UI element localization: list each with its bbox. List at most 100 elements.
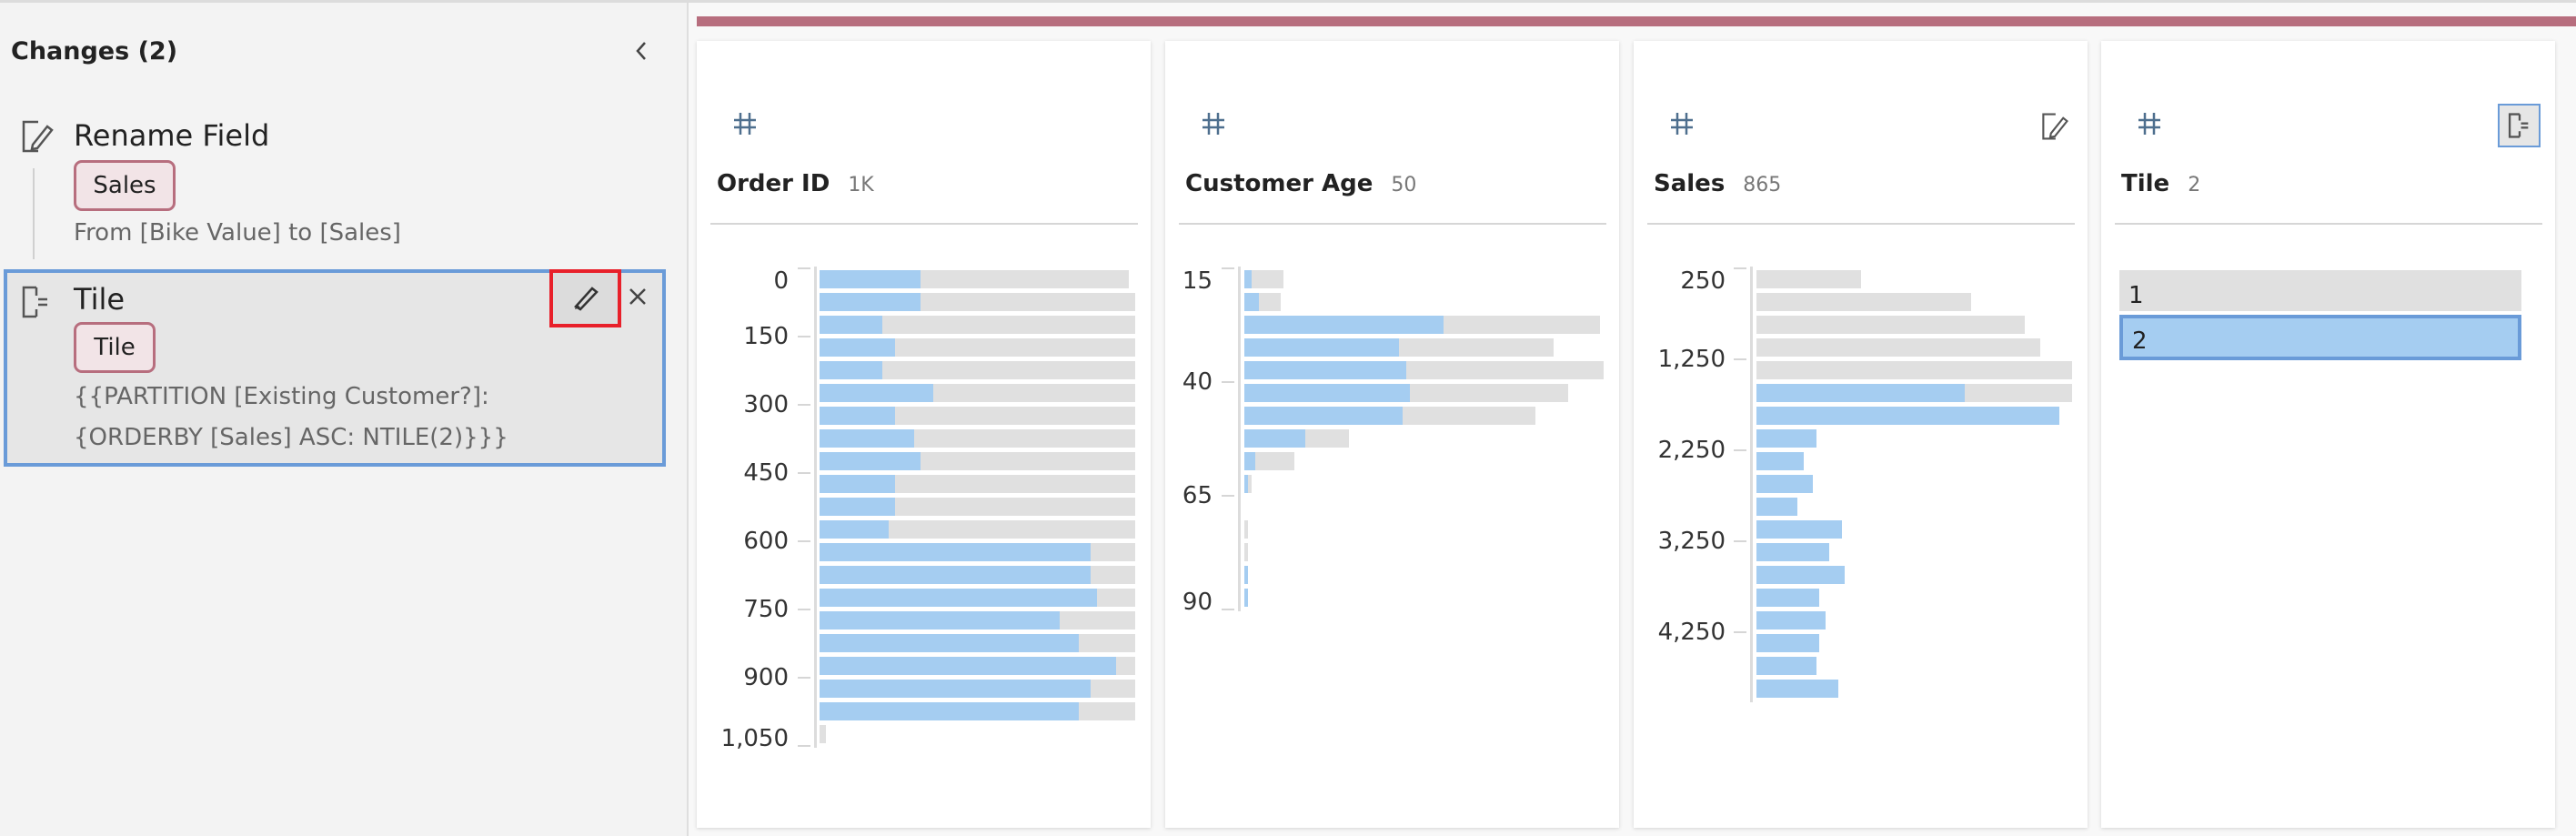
- histogram-bin-bar[interactable]: [820, 361, 1135, 379]
- calculated-field-icon[interactable]: [2498, 104, 2541, 147]
- histogram-bin-bar[interactable]: [1244, 338, 1554, 357]
- histogram-bin-bar[interactable]: [1244, 429, 1349, 448]
- histogram-bin-highlight: [820, 634, 1079, 652]
- histogram-bin-bar[interactable]: [1756, 384, 2072, 402]
- histogram-bin-bar[interactable]: [820, 611, 1135, 630]
- histogram-bin-bar[interactable]: [1244, 316, 1601, 334]
- histogram-bin-bar[interactable]: [820, 657, 1135, 675]
- histogram-bin-highlight: [820, 589, 1098, 607]
- histogram-bin-highlight: [820, 475, 896, 493]
- histogram-bin-highlight: [1244, 566, 1248, 584]
- histogram-bin-bar[interactable]: [1244, 407, 1535, 425]
- histogram-bin-bar[interactable]: [1756, 498, 1798, 516]
- histogram-bin-highlight: [1244, 338, 1399, 357]
- histogram-bin-bar[interactable]: [820, 725, 826, 743]
- histogram-bin-bar[interactable]: [820, 702, 1135, 720]
- histogram-bin-bar[interactable]: [1756, 520, 1842, 539]
- field-name[interactable]: Customer Age 50: [1185, 170, 1416, 197]
- histogram-bin-highlight: [1756, 657, 1816, 675]
- histogram-bin-bar[interactable]: [1756, 429, 1816, 448]
- field-name[interactable]: Order ID 1K: [717, 170, 874, 197]
- histogram-bin-bar[interactable]: [1756, 407, 2060, 425]
- histogram-bin-highlight: [1244, 293, 1259, 311]
- histogram-bin-bar[interactable]: [1756, 634, 1820, 652]
- histogram-bin-highlight: [820, 270, 921, 288]
- histogram-bin-bar[interactable]: [1756, 657, 1816, 675]
- profile-card-order-id[interactable]: Order ID 1K 0 150 300 450 600 750 900 1,050: [697, 41, 1151, 828]
- header-divider: [710, 223, 1138, 225]
- axis-tick: [798, 609, 810, 610]
- histogram-bin-bar[interactable]: [1244, 543, 1248, 561]
- histogram-bin-bar[interactable]: [1244, 270, 1284, 288]
- timeline-connector: [33, 168, 35, 259]
- rename-edit-icon[interactable]: [2040, 112, 2069, 145]
- profile-card-sales[interactable]: Sales 865 250 1,250 2,250 3,250 4,250: [1634, 41, 2088, 828]
- histogram-bin-highlight: [1756, 589, 1820, 607]
- field-name-label: Tile: [2121, 170, 2170, 197]
- histogram-bin-highlight: [820, 611, 1060, 630]
- histogram-bin-bar[interactable]: [820, 634, 1135, 652]
- field-name-label: Order ID: [717, 170, 830, 197]
- histogram-bin-bar[interactable]: [820, 566, 1135, 584]
- collapse-chevron-left-icon[interactable]: [631, 37, 651, 65]
- histogram-bin-highlight: [1244, 270, 1252, 288]
- histogram-bin-bar[interactable]: [1244, 384, 1568, 402]
- histogram-bin-highlight: [1244, 589, 1248, 607]
- histogram-bin-bar[interactable]: [1756, 361, 2072, 379]
- number-hash-icon: [2136, 110, 2163, 137]
- histogram-bin-bar[interactable]: [820, 589, 1135, 607]
- histogram-bin-bar[interactable]: [820, 498, 1135, 516]
- histogram-bin-bar[interactable]: [1756, 475, 1814, 493]
- histogram-bin-bar[interactable]: [1244, 452, 1295, 470]
- histogram-bin-highlight: [820, 361, 883, 379]
- histogram-bin-bar[interactable]: [1756, 680, 1839, 698]
- histogram-bin-bar[interactable]: [1756, 543, 1829, 561]
- histogram-bin-bar[interactable]: [1244, 475, 1252, 493]
- histogram-bin-bar[interactable]: [820, 384, 1135, 402]
- axis-tick-label: 900: [743, 664, 789, 691]
- histogram-bin-highlight: [820, 520, 890, 539]
- edit-change-button[interactable]: [549, 269, 621, 327]
- calculation-formula-line: {ORDERBY [Sales] ASC: NTILE(2)}}}: [74, 424, 508, 451]
- header-divider: [1179, 223, 1606, 225]
- axis-tick-label: 2,250: [1657, 437, 1726, 464]
- histogram-bin-bar[interactable]: [1756, 338, 2041, 357]
- histogram-bin-bar[interactable]: [820, 407, 1135, 425]
- histogram-bin-bar[interactable]: [1756, 589, 1820, 607]
- axis-tick: [1734, 540, 1746, 542]
- field-name[interactable]: Sales 865: [1654, 170, 1781, 197]
- remove-change-button[interactable]: [624, 285, 651, 312]
- field-name[interactable]: Tile 2: [2121, 170, 2200, 197]
- histogram-bin-bar[interactable]: [820, 270, 1130, 288]
- histogram-bin-bar[interactable]: [820, 316, 1135, 334]
- histogram-bin-bar[interactable]: [820, 452, 1135, 470]
- histogram-bin-bar[interactable]: [1756, 566, 1846, 584]
- histogram-bin-bar[interactable]: [1244, 361, 1604, 379]
- histogram-bin-bar[interactable]: [820, 520, 1135, 539]
- histogram-bin-bar[interactable]: [1756, 270, 1861, 288]
- axis-tick: [1734, 267, 1746, 269]
- domain-value-row[interactable]: 1: [2119, 270, 2521, 311]
- histogram-bin-bar[interactable]: [1244, 293, 1281, 311]
- profile-card-tile[interactable]: Tile 2 1 2: [2101, 41, 2555, 828]
- profile-card-customer-age[interactable]: Customer Age 50 15 40 65 90: [1165, 41, 1619, 828]
- histogram-bin-bar[interactable]: [1756, 293, 1971, 311]
- histogram-bin-bar[interactable]: [1244, 589, 1248, 607]
- histogram-bin-bar[interactable]: [1756, 611, 1826, 630]
- histogram-bin-bar[interactable]: [1244, 566, 1248, 584]
- domain-value-row[interactable]: 2: [2119, 315, 2521, 360]
- histogram-bin-bar[interactable]: [1756, 316, 2025, 334]
- histogram-bin-bar[interactable]: [1756, 452, 1805, 470]
- step-color-bar: [697, 16, 2576, 26]
- histogram-bin-bar[interactable]: [1244, 520, 1248, 539]
- histogram-bin-bar[interactable]: [820, 429, 1135, 448]
- distinct-count: 2: [2188, 174, 2201, 196]
- histogram-bin-bar[interactable]: [820, 680, 1135, 698]
- changes-panel-title: Changes (2): [11, 37, 178, 65]
- histogram-bin-highlight: [1244, 384, 1410, 402]
- axis-tick: [798, 540, 810, 542]
- histogram-bin-bar[interactable]: [820, 293, 1135, 311]
- histogram-bin-bar[interactable]: [820, 338, 1135, 357]
- histogram-bin-bar[interactable]: [820, 475, 1135, 493]
- histogram-bin-bar[interactable]: [820, 543, 1135, 561]
